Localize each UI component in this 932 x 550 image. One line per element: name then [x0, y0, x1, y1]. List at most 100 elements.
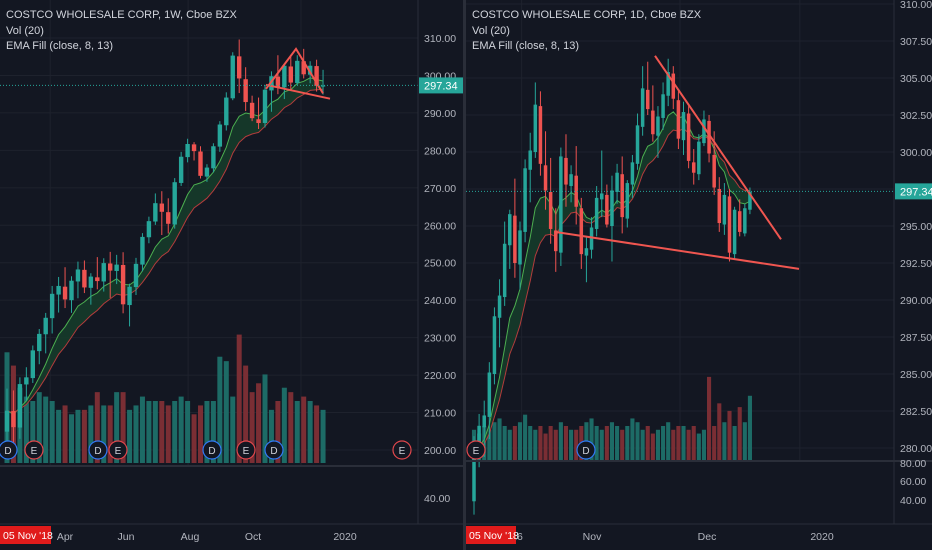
candle-body: [301, 61, 306, 75]
candle-body: [43, 317, 48, 335]
volume-bar: [30, 401, 36, 463]
candle-body: [166, 212, 171, 224]
candle-body: [101, 263, 106, 282]
candle-body: [217, 124, 223, 147]
candle-body: [691, 162, 696, 173]
last-price-tag-bg: [419, 77, 463, 94]
event-marker-label: D: [4, 446, 11, 457]
volume-bar: [69, 414, 74, 463]
candle-body: [482, 415, 486, 428]
volume-bar: [558, 422, 563, 460]
volume-bar: [178, 396, 184, 463]
volume-bar: [107, 405, 113, 463]
candle-body: [502, 243, 507, 298]
daily-candlestick-chart[interactable]: ED310.00307.50305.00302.50300.00297.5029…: [466, 0, 932, 550]
volume-bar: [94, 392, 100, 463]
daily-legend: COSTCO WHOLESALE CORP, 1D, Cboe BZX Vol …: [472, 8, 701, 55]
candle-body: [686, 113, 691, 161]
earnings-event-marker: [24, 440, 44, 460]
volume-bar: [696, 433, 701, 460]
volume-bar: [172, 401, 178, 463]
price-axis-tick-label: 310.00: [424, 33, 456, 45]
event-marker-label: E: [31, 446, 38, 457]
volume-bar: [589, 418, 594, 460]
volume-bar: [528, 426, 533, 460]
volume-bar: [707, 376, 712, 460]
candle-body: [625, 183, 630, 219]
volume-bar: [210, 401, 216, 463]
price-axis-tick-label: 305.00: [900, 73, 932, 85]
volume-bar: [502, 426, 507, 460]
candle-body: [269, 76, 274, 91]
volume-axis-tick-label: 80.00: [900, 458, 926, 470]
volume-bar: [281, 387, 287, 463]
volume-bar: [671, 429, 676, 460]
pane-divider[interactable]: [463, 0, 466, 550]
candle-body: [676, 100, 681, 139]
volume-bar: [243, 365, 249, 463]
weekly-volume-indicator-label[interactable]: Vol (20): [6, 24, 44, 37]
last-price-tag-value: 297.34: [900, 186, 932, 198]
dividend-event-marker: [0, 440, 18, 460]
dividend-event-marker: [88, 440, 108, 460]
event-marker-label: D: [582, 446, 589, 457]
earnings-event-marker: [108, 440, 128, 460]
candle-body: [191, 144, 197, 152]
candle-body: [635, 125, 640, 164]
weekly-symbol-title: COSTCO WHOLESALE CORP, 1W, Cboe BZX: [6, 9, 237, 21]
volume-bar: [487, 429, 492, 460]
volume-bar: [139, 396, 145, 463]
volume-bar: [152, 401, 158, 463]
candle-body: [722, 194, 727, 225]
volume-bar: [717, 403, 722, 460]
candle-body: [237, 56, 242, 79]
candle-body: [127, 286, 132, 306]
price-axis-tick-label: 230.00: [424, 333, 456, 345]
price-axis-tick-label: 270.00: [424, 183, 456, 195]
volume-bar: [185, 401, 191, 463]
event-marker-label: D: [270, 446, 277, 457]
earnings-event-marker: [392, 440, 412, 460]
candle-body: [543, 165, 548, 191]
volume-bar: [523, 414, 528, 460]
volume-bar: [732, 426, 737, 460]
daily-symbol-title: COSTCO WHOLESALE CORP, 1D, Cboe BZX: [472, 9, 702, 21]
candle-body: [24, 377, 29, 385]
candle-body: [30, 350, 35, 379]
price-axis-tick-label: 290.00: [900, 295, 932, 307]
candle-body: [579, 208, 584, 255]
volume-bar: [497, 418, 502, 460]
candle-body: [640, 88, 645, 127]
candle-body: [645, 89, 650, 110]
volume-bar: [236, 334, 242, 463]
date-badge-bg: [466, 526, 516, 544]
event-marker-label: D: [94, 446, 101, 457]
volume-bar: [165, 405, 171, 463]
candle-body: [288, 66, 293, 83]
candle-body: [320, 85, 326, 87]
candle-body: [513, 215, 517, 263]
weekly-candlestick-chart[interactable]: D E D E D E D E310.00300.00290.00280.00270.0026…: [0, 0, 463, 550]
candle-body: [554, 230, 558, 252]
volume-bar: [198, 405, 203, 463]
candle-body: [697, 141, 701, 175]
candle-body: [671, 73, 676, 99]
weekly-chart-panel[interactable]: COSTCO WHOLESALE CORP, 1W, Cboe BZX Vol …: [0, 0, 463, 550]
price-axis-tick-label: 290.00: [424, 108, 456, 120]
candle-body: [569, 174, 573, 187]
price-axis-tick-label: 250.00: [424, 258, 456, 270]
dividend-event-marker: [576, 440, 596, 460]
candle-body: [528, 150, 532, 170]
daily-volume-indicator-label[interactable]: Vol (20): [472, 24, 510, 37]
daily-chart-panel[interactable]: COSTCO WHOLESALE CORP, 1D, Cboe BZX Vol …: [466, 0, 932, 550]
volume-bar: [62, 405, 68, 463]
daily-ema-fill-indicator-label[interactable]: EMA Fill (close, 8, 13): [472, 40, 579, 52]
volume-bar: [230, 396, 236, 463]
candle-body: [574, 175, 578, 207]
price-axis-tick-label: 210.00: [424, 408, 456, 420]
weekly-ema-fill-indicator-label[interactable]: EMA Fill (close, 8, 13): [6, 40, 113, 52]
candle-body: [49, 293, 55, 319]
candle-body: [600, 193, 604, 200]
price-axis-tick-label: 302.50: [900, 110, 932, 122]
trendline: [554, 230, 800, 270]
